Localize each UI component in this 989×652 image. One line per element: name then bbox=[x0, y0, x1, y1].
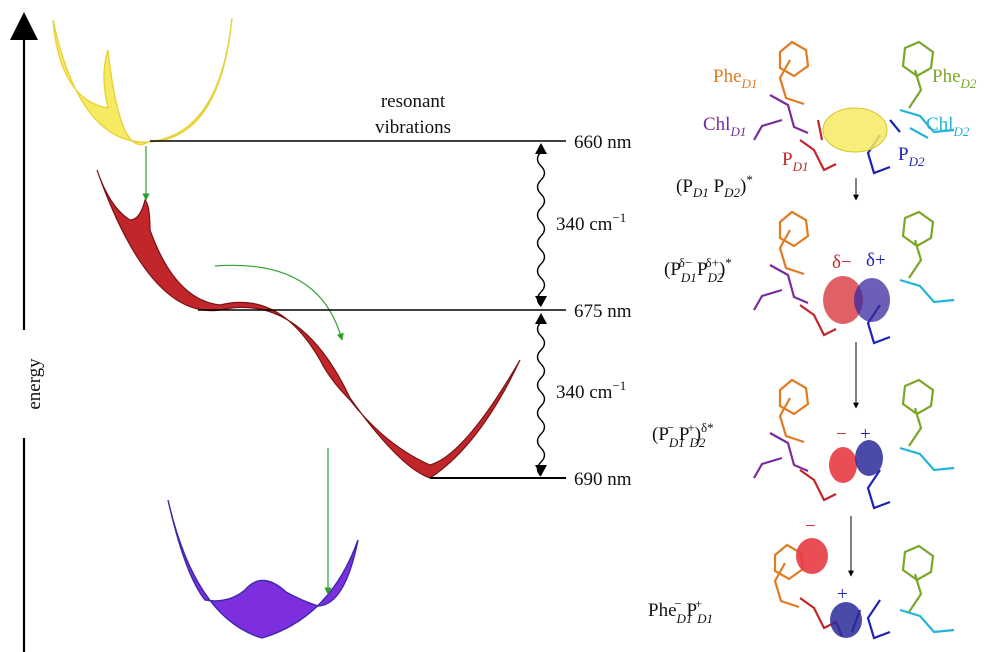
gap-label-upper: 340 cm−1 bbox=[556, 210, 626, 235]
level-690-label: 690 nm bbox=[574, 469, 632, 490]
plus-blob bbox=[855, 440, 883, 476]
molecule-panel-2: δ− δ+ (PD1δ− PD2δ+)* bbox=[664, 210, 955, 409]
minus-blob bbox=[829, 447, 857, 483]
state-label-3: (PD1− PD2+)δ* bbox=[652, 420, 714, 450]
wavy-arrow-upper-top bbox=[535, 143, 547, 154]
molecule-panel-4: − + PheD1− PD1+ bbox=[648, 516, 955, 640]
wavy-arrow-lower bbox=[536, 321, 546, 477]
molecule-panel-3: − + (PD1− PD2+)δ* bbox=[652, 378, 955, 577]
pigment-structure bbox=[753, 210, 955, 345]
label-phe-d1: PheD1 bbox=[713, 66, 757, 91]
resonant-label-line1: resonant bbox=[381, 91, 446, 112]
level-660-label: 660 nm bbox=[574, 132, 632, 153]
energy-axis: energy bbox=[10, 12, 45, 652]
green-arrows bbox=[142, 146, 344, 595]
axis-label: energy bbox=[24, 358, 45, 410]
state-label-4: PheD1− PD1+ bbox=[648, 596, 713, 626]
label-p-d2: PD2 bbox=[898, 144, 925, 169]
wavy-arrow-upper bbox=[536, 151, 546, 307]
excitation-yellow-blob bbox=[822, 107, 888, 153]
pigment-structure bbox=[753, 40, 955, 175]
purple-potential-well bbox=[167, 499, 359, 639]
p-plus-blob bbox=[830, 602, 862, 638]
state-label-1: (PD1 PD2)* bbox=[676, 172, 753, 200]
molecule-panel-1: PheD1 PheD2 ChlD1 ChlD2 PD1 PD2 (PD1 PD2… bbox=[676, 40, 977, 201]
energy-levels: 660 nm 675 nm 690 nm bbox=[150, 132, 632, 490]
vibrational-gap-arrows: 340 cm−1 340 cm−1 bbox=[535, 143, 626, 477]
label-chl-d1: ChlD1 bbox=[703, 114, 746, 139]
plus-label: + bbox=[860, 424, 871, 445]
p-plus-label: + bbox=[837, 584, 848, 605]
red-potential-well bbox=[96, 169, 521, 479]
level-675-label: 675 nm bbox=[574, 301, 632, 322]
gap-label-lower: 340 cm−1 bbox=[556, 378, 626, 403]
pigment-structure bbox=[753, 378, 955, 510]
wavy-arrow-lower-bottom bbox=[535, 465, 547, 476]
wavy-arrow-upper-bottom bbox=[535, 296, 547, 307]
wavy-arrow-lower-top bbox=[535, 313, 547, 324]
state-label-2: (PD1δ− PD2δ+)* bbox=[664, 255, 732, 285]
delta-minus-blob bbox=[823, 276, 863, 324]
axis-arrowhead bbox=[10, 12, 38, 40]
label-phe-d2: PheD2 bbox=[932, 66, 977, 91]
phe-minus-label: − bbox=[805, 516, 816, 537]
delta-plus-label: δ+ bbox=[866, 250, 886, 271]
yellow-potential-well bbox=[52, 17, 233, 146]
label-chl-d2: ChlD2 bbox=[926, 114, 970, 139]
green-arrow-2 bbox=[214, 264, 344, 341]
resonant-label-line2: vibrations bbox=[375, 117, 451, 138]
minus-label: − bbox=[836, 424, 847, 445]
phe-minus-blob bbox=[796, 538, 828, 574]
delta-plus-blob bbox=[854, 278, 890, 322]
label-p-d1: PD1 bbox=[782, 149, 808, 174]
delta-minus-label: δ− bbox=[832, 252, 852, 273]
